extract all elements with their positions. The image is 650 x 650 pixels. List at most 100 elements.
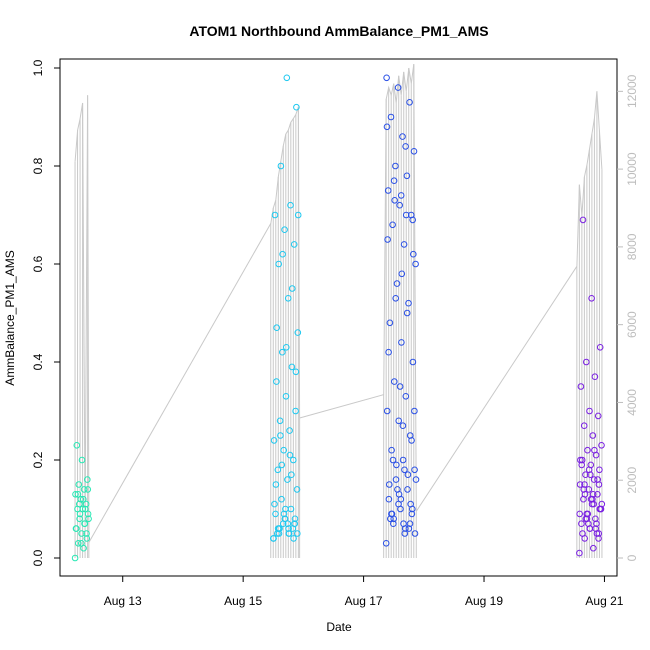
- data-point: [286, 427, 293, 434]
- data-point: [83, 530, 90, 537]
- data-point: [388, 510, 395, 518]
- data-point: [74, 491, 82, 498]
- secondary-connector-line: [415, 266, 578, 512]
- data-point: [399, 456, 407, 464]
- data-point: [281, 515, 289, 523]
- data-point: [399, 422, 407, 430]
- data-point: [271, 211, 279, 219]
- data-point: [275, 530, 283, 537]
- data-point: [272, 481, 280, 488]
- data-point: [291, 515, 299, 523]
- data-point: [80, 495, 87, 503]
- data-point: [393, 280, 401, 287]
- y2-tick-label: 4000: [625, 389, 639, 416]
- y2-tick-label: 12000: [625, 74, 639, 108]
- x-tick-label: Aug 19: [465, 594, 503, 608]
- data-point: [598, 442, 605, 449]
- data-point: [402, 393, 410, 400]
- data-point: [82, 505, 89, 513]
- y-axis-title: AmmBalance_PM1_AMS: [3, 250, 17, 385]
- data-point: [293, 103, 300, 111]
- x-axis-title: Date: [326, 620, 352, 634]
- y-tick-label: 0.8: [31, 157, 45, 174]
- data-point: [579, 530, 586, 537]
- y-tick-label: 0.2: [31, 451, 45, 468]
- data-point: [404, 471, 412, 479]
- secondary-line-segment: [270, 106, 301, 419]
- data-point: [402, 143, 409, 150]
- data-point: [270, 437, 278, 444]
- data-point: [283, 344, 290, 351]
- data-point: [578, 456, 586, 464]
- data-point: [277, 162, 285, 170]
- chart-title: ATOM1 Northbound AmmBalance_PM1_AMS: [189, 23, 488, 39]
- data-point: [284, 476, 291, 483]
- data-point: [78, 456, 86, 464]
- data-point: [279, 250, 286, 258]
- data-point: [407, 500, 414, 508]
- data-point: [411, 466, 418, 474]
- data-point: [383, 123, 391, 131]
- data-point: [387, 515, 394, 523]
- secondary-line-segment: [74, 95, 90, 543]
- x-tick-label: Aug 13: [104, 594, 142, 608]
- data-point: [392, 476, 400, 483]
- data-point: [281, 226, 288, 233]
- data-point: [590, 544, 597, 552]
- data-point: [288, 471, 295, 479]
- data-point: [275, 260, 283, 268]
- data-point: [579, 216, 587, 224]
- data-point: [80, 486, 88, 493]
- data-point: [394, 84, 402, 91]
- data-point: [84, 510, 92, 518]
- data-point: [588, 295, 595, 302]
- data-point: [586, 407, 593, 415]
- data-point: [288, 285, 296, 292]
- data-point: [580, 422, 588, 430]
- data-point: [410, 250, 417, 258]
- data-point: [386, 481, 393, 488]
- data-point: [400, 241, 408, 248]
- x-tick-label: Aug 17: [345, 594, 383, 608]
- data-point: [590, 476, 598, 483]
- data-point: [383, 74, 390, 82]
- data-point: [286, 451, 294, 459]
- scatter-points: [71, 74, 606, 562]
- data-point: [402, 211, 410, 219]
- y2-tick-label: 0: [625, 554, 639, 561]
- data-point: [274, 466, 282, 474]
- data-point: [581, 481, 588, 488]
- data-point: [577, 456, 584, 464]
- data-point: [384, 187, 392, 194]
- data-point: [396, 383, 404, 390]
- data-point: [71, 554, 79, 562]
- data-point: [586, 525, 594, 532]
- data-point: [292, 407, 299, 415]
- data-point: [409, 216, 417, 224]
- data-point: [284, 520, 292, 528]
- data-point: [278, 461, 286, 469]
- data-point: [403, 172, 411, 180]
- data-point: [591, 373, 599, 381]
- data-point: [288, 363, 296, 371]
- data-point: [409, 358, 417, 366]
- data-point: [390, 520, 397, 528]
- secondary-connector-line: [299, 394, 384, 419]
- data-point: [391, 197, 399, 204]
- data-point: [384, 236, 391, 243]
- data-point: [272, 510, 279, 518]
- data-point: [400, 520, 407, 528]
- data-point: [576, 549, 583, 557]
- y-tick-label: 1.0: [31, 59, 45, 76]
- data-point: [279, 348, 286, 356]
- data-point: [596, 344, 604, 351]
- data-point: [408, 437, 415, 444]
- data-point: [391, 378, 398, 385]
- data-point: [78, 540, 85, 547]
- data-point: [585, 466, 593, 474]
- data-point: [282, 393, 290, 400]
- data-point: [276, 417, 284, 425]
- data-point: [73, 442, 81, 449]
- data-point: [406, 99, 413, 106]
- data-point: [72, 525, 80, 532]
